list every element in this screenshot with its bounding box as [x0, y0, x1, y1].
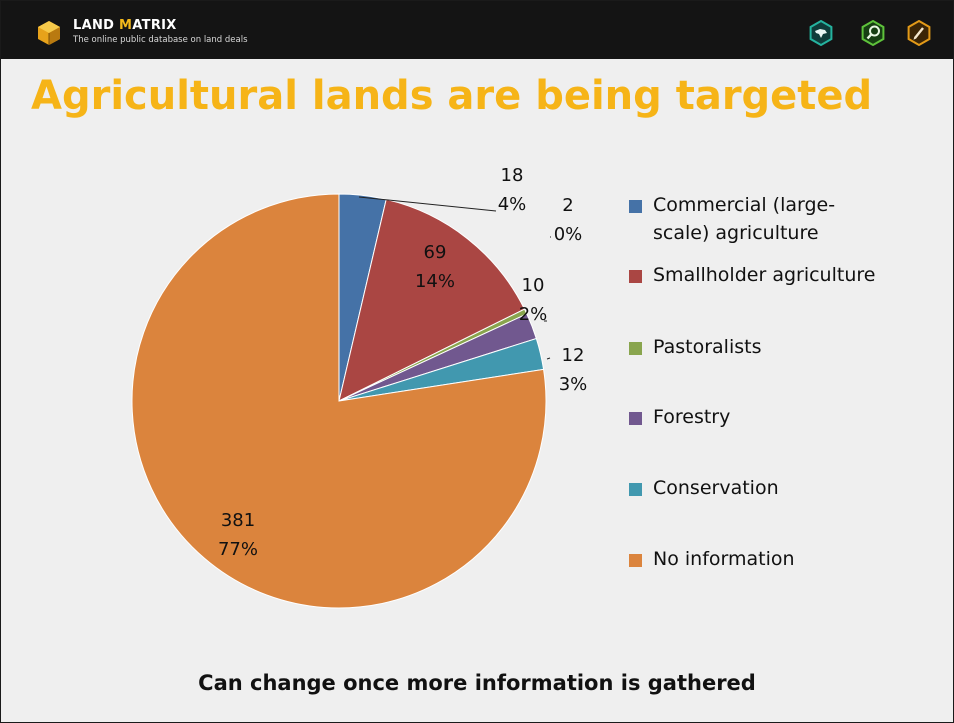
- globe-icon[interactable]: [808, 20, 834, 46]
- brand-tagline: The online public database on land deals: [73, 35, 248, 45]
- data-label-percent: 4%: [498, 194, 527, 215]
- legend-item-conservation: Conservation: [629, 474, 949, 502]
- legend-label: Pastoralists: [653, 336, 762, 358]
- data-label-value: 12: [562, 345, 585, 366]
- legend-item-forestry: Forestry: [629, 403, 949, 431]
- brand-name-prefix: LAND: [73, 18, 115, 33]
- data-label-value: 381: [221, 510, 255, 531]
- data-label-percent: 14%: [415, 271, 455, 292]
- legend-label: Commercial (large-: [653, 194, 836, 216]
- legend-swatch: [629, 554, 642, 567]
- footnote-text: Can change once more information is gath…: [198, 671, 756, 695]
- legend-label: Conservation: [653, 477, 779, 499]
- data-label-value: 10: [522, 275, 545, 296]
- legend-swatch: [629, 342, 642, 355]
- label-leader-line: [358, 196, 497, 212]
- legend-item-commercial-large-scale-agriculture: Commercial (large-scale) agriculture: [629, 191, 949, 247]
- magnifier-icon[interactable]: [860, 20, 886, 46]
- data-label-percent: 3%: [559, 374, 588, 395]
- legend-item-no-information: No information: [629, 545, 949, 573]
- label-leader-line: [546, 357, 551, 360]
- legend-label: Forestry: [653, 406, 731, 428]
- brand-name-rest: ATRIX: [132, 18, 177, 33]
- legend-swatch: [629, 483, 642, 496]
- data-label-value: 69: [424, 242, 447, 263]
- pencil-icon[interactable]: [906, 20, 932, 46]
- brand-name-m: M: [119, 18, 133, 33]
- data-label-percent: 0%: [554, 224, 583, 245]
- land-matrix-logo-icon: [38, 21, 60, 45]
- legend-label: scale) agriculture: [653, 222, 819, 244]
- pie-slice-smallholder-agriculture: [338, 198, 526, 402]
- legend-label: No information: [653, 548, 795, 570]
- data-label-value: 18: [501, 165, 524, 186]
- pie-slice-no-information: [131, 193, 547, 609]
- legend-label: Smallholder agriculture: [653, 264, 876, 286]
- data-label-value: 2: [562, 195, 573, 216]
- slide-title: Agricultural lands are being targeted: [31, 73, 873, 119]
- brand-name: LAND MATRIX: [73, 18, 177, 33]
- pie-data-labels: 18 4% 69 14% 2 0% 10 2% 12 3% 381 77%: [218, 165, 587, 560]
- top-bar: LAND MATRIX The online public database o…: [1, 1, 953, 59]
- pie-chart: 18 4% 69 14% 2 0% 10 2% 12 3% 381 77%: [131, 165, 587, 609]
- pie-slices: [131, 193, 547, 609]
- legend-item-smallholder-agriculture: Smallholder agriculture: [629, 261, 949, 289]
- data-label-percent: 77%: [218, 539, 258, 560]
- data-label-percent: 2%: [519, 304, 548, 325]
- legend-swatch: [629, 412, 642, 425]
- legend-swatch: [629, 200, 642, 213]
- legend-item-pastoralists: Pastoralists: [629, 333, 949, 361]
- legend-swatch: [629, 270, 642, 283]
